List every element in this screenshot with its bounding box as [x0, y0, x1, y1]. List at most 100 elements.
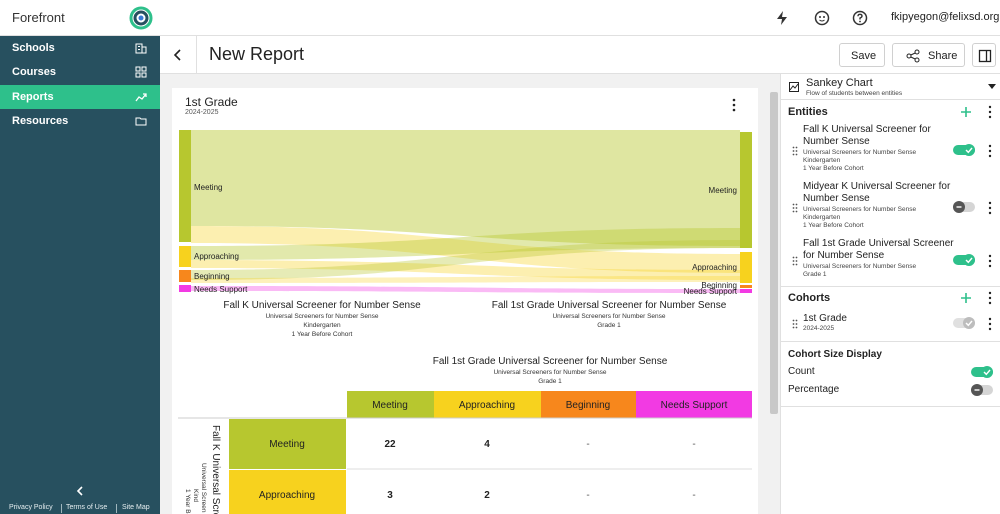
terms-of-use-link[interactable]: Terms of Use: [66, 504, 108, 511]
entity-toggle-on[interactable]: [953, 144, 975, 156]
node-right-needs-support[interactable]: [740, 289, 752, 293]
left-label-needs-support: Needs Support: [194, 285, 248, 294]
back-icon[interactable]: [171, 48, 185, 62]
add-cohort-icon[interactable]: [960, 292, 972, 304]
content-scrollbar[interactable]: [770, 92, 778, 414]
collapse-sidebar-icon[interactable]: [74, 485, 86, 497]
face-icon[interactable]: [814, 10, 830, 26]
entity-toggle-off[interactable]: [953, 201, 975, 213]
chart-type-description: Flow of students between entities: [806, 90, 903, 97]
row-header-approaching: [229, 470, 346, 514]
more-vert-icon[interactable]: [987, 105, 993, 119]
sidebar-item-courses[interactable]: Courses: [0, 60, 160, 84]
row-axis-line1: Universal Screen: [200, 463, 207, 513]
cohort-item[interactable]: 1st Grade 2024-2025: [781, 311, 1000, 337]
flow-meeting-approaching[interactable]: [191, 226, 740, 273]
left-label-meeting: Meeting: [194, 183, 222, 192]
node-right-meeting[interactable]: [740, 132, 752, 248]
flow-approaching-approaching[interactable]: [191, 260, 740, 280]
trending-icon: [135, 93, 147, 102]
cohort-year: 2024-2025: [803, 325, 835, 332]
flow-approaching-meeting[interactable]: [191, 228, 740, 260]
percentage-toggle-off[interactable]: [971, 384, 993, 396]
more-vert-icon[interactable]: [987, 201, 993, 215]
col-header-meeting-label: Meeting: [372, 400, 408, 411]
panel-divider: [781, 286, 1000, 287]
more-vert-icon[interactable]: [987, 291, 993, 305]
help-icon[interactable]: [852, 10, 868, 26]
footer-divider: [61, 504, 62, 513]
flow-meeting-meeting[interactable]: [191, 130, 740, 246]
flow-beginning-meeting[interactable]: [191, 240, 740, 280]
flow-beginning-approaching[interactable]: [191, 276, 740, 283]
row-axis-title: Fall K Universal Scre: [210, 425, 221, 514]
entity-title: for Number Sense: [803, 250, 885, 261]
privacy-policy-link[interactable]: Privacy Policy: [9, 504, 53, 511]
toggle-panel-button[interactable]: [972, 43, 996, 67]
cell-value: -: [586, 490, 589, 501]
top-bar: Forefront fkipyegon@felixsd.org: [0, 0, 1000, 36]
entity-meta: 1 Year Before Cohort: [803, 165, 864, 172]
drag-handle-icon[interactable]: [792, 146, 798, 156]
col-header-approaching: [434, 391, 541, 418]
flow-needs-support[interactable]: [191, 286, 740, 293]
cell-value: -: [586, 439, 589, 450]
footer-links: Privacy Policy Terms of Use Site Map: [0, 503, 160, 514]
node-left-beginning[interactable]: [179, 270, 191, 282]
card-title: 1st Grade: [185, 95, 238, 109]
share-button-label: Share: [928, 50, 958, 62]
more-vert-icon[interactable]: [987, 254, 993, 268]
chart-type-select[interactable]: Sankey Chart Flow of students between en…: [781, 74, 1000, 99]
lightning-icon[interactable]: [774, 10, 790, 26]
right-label-needs-support: Needs Support: [684, 287, 738, 296]
entity-item[interactable]: Fall K Universal Screener for Number Sen…: [781, 122, 1000, 178]
sidebar-item-label: Schools: [12, 42, 55, 54]
drag-handle-icon[interactable]: [792, 319, 798, 329]
node-right-approaching[interactable]: [740, 252, 752, 283]
drag-handle-icon[interactable]: [792, 256, 798, 266]
page-title[interactable]: New Report: [209, 44, 305, 64]
save-button-label: Save: [851, 50, 877, 62]
node-left-meeting[interactable]: [179, 130, 191, 242]
more-vert-icon[interactable]: [987, 317, 993, 331]
sankey-left-axis-line3: 1 Year Before Cohort: [292, 331, 353, 338]
building-icon: [135, 43, 147, 54]
user-email[interactable]: fkipyegon@felixsd.org: [891, 11, 1000, 23]
sidebar-item-schools[interactable]: Schools: [0, 36, 160, 60]
row-header-approaching-label: Approaching: [259, 490, 315, 501]
left-label-beginning: Beginning: [194, 272, 230, 281]
right-label-meeting: Meeting: [709, 186, 737, 195]
entities-header: Entities: [788, 106, 828, 118]
node-left-needs-support[interactable]: [179, 285, 191, 292]
left-label-approaching: Approaching: [194, 252, 239, 261]
save-button[interactable]: Save: [839, 43, 885, 67]
footer-divider: [116, 504, 117, 513]
more-vert-icon[interactable]: [729, 98, 739, 112]
brand-name: Forefront: [12, 10, 65, 25]
entity-item[interactable]: Midyear K Universal Screener for Number …: [781, 179, 1000, 235]
node-right-beginning[interactable]: [740, 285, 752, 288]
grid-icon: [135, 66, 147, 78]
entity-meta: Universal Screeners for Number Sense: [803, 206, 917, 213]
entity-meta: Universal Screeners for Number Sense: [803, 263, 917, 270]
cohort-toggle-disabled[interactable]: [953, 317, 975, 329]
node-left-approaching[interactable]: [179, 246, 191, 267]
site-map-link[interactable]: Site Map: [122, 504, 150, 511]
cohort-size-header: Cohort Size Display: [788, 349, 882, 360]
card-subtitle: 2024-2025: [185, 109, 219, 116]
cell-value: 3: [387, 490, 393, 501]
sidebar-item-reports[interactable]: Reports: [0, 85, 160, 109]
more-vert-icon[interactable]: [987, 144, 993, 158]
entity-toggle-on[interactable]: [953, 254, 975, 266]
row-axis-line2: Kind: [192, 489, 199, 502]
entity-item[interactable]: Fall 1st Grade Universal Screener for Nu…: [781, 236, 1000, 284]
drag-handle-icon[interactable]: [792, 203, 798, 213]
share-button[interactable]: Share: [892, 43, 965, 67]
sankey-left-axis-title: Fall K Universal Screener for Number Sen…: [223, 300, 421, 311]
sidebar-item-resources[interactable]: Resources: [0, 109, 160, 133]
add-entity-icon[interactable]: [960, 106, 972, 118]
cell-value: 22: [384, 439, 396, 450]
chart-type-label: Sankey Chart: [806, 77, 873, 89]
col-header-beginning-label: Beginning: [566, 400, 610, 411]
count-toggle-on[interactable]: [971, 366, 993, 378]
